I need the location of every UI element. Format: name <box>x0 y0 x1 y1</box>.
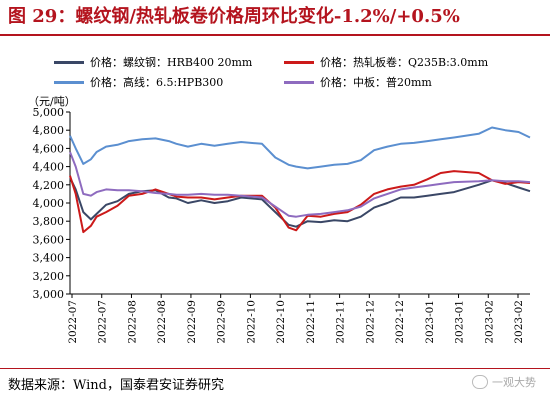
legend-item-wire: 价格：高线：6.5:HPB300 <box>54 74 223 90</box>
x-tick-label: 2023-02 <box>513 300 525 344</box>
x-tick-label: 2022-09 <box>186 300 198 344</box>
axes: 3,000 3,200 3,400 3,600 3,800 4,000 4,200 4,400… <box>33 106 530 344</box>
x-tick-label: 2022-10 <box>245 300 257 344</box>
legend-swatch-plate <box>284 80 314 84</box>
x-tick-label: 2022-11 <box>335 300 347 344</box>
x-tick-label: 2023-02 <box>483 300 495 344</box>
legend-label-hrc: 价格：热轧板卷：Q235B:3.0mm <box>320 56 489 69</box>
x-tick-label: 2022-10 <box>275 300 287 344</box>
legend-swatch-wire <box>54 80 84 84</box>
series-group <box>69 126 531 234</box>
title-rule <box>0 34 550 36</box>
wechat-icon <box>472 375 488 389</box>
chart-title: 图 29：螺纹钢/热轧板卷价格周环比变化-1.2%/+0.5% <box>0 0 550 34</box>
source-rule <box>0 368 550 369</box>
x-tick-label: 2022-12 <box>364 300 376 344</box>
x-tick-label: 2022-09 <box>216 300 228 344</box>
x-tick-label: 2022-08 <box>156 300 168 344</box>
legend-item-hrc: 价格：热轧板卷：Q235B:3.0mm <box>284 54 488 70</box>
y-tick-label: 4,200 <box>33 179 65 192</box>
legend-swatch-hrc <box>284 60 314 64</box>
legend-label-rebar: 价格：螺纹钢：HRB400 20mm <box>90 56 253 69</box>
x-tick-label: 2023-01 <box>454 300 466 344</box>
series-line-1 <box>69 170 531 234</box>
watermark-text: 一观大势 <box>492 376 536 389</box>
y-tick-label: 3,000 <box>33 288 65 301</box>
x-tick-label: 2022-12 <box>394 300 406 344</box>
source-note: 数据来源：Wind，国泰君安证券研究 <box>8 378 224 393</box>
x-tick-label: 2022-07 <box>67 300 79 344</box>
y-tick-label: 3,800 <box>33 215 65 228</box>
series-line-3 <box>69 151 531 218</box>
y-tick-label: 3,400 <box>33 252 65 265</box>
y-tick-label: 3,200 <box>33 270 65 283</box>
x-tick-label: 2023-01 <box>424 300 436 344</box>
x-tick-label: 2022-08 <box>126 300 138 344</box>
x-tick-label: 2022-11 <box>305 300 317 344</box>
legend-item-plate: 价格：中板：普20mm <box>284 74 432 90</box>
legend-label-wire: 价格：高线：6.5:HPB300 <box>90 76 224 89</box>
watermark: 一观大势 <box>472 374 536 390</box>
legend-item-rebar: 价格：螺纹钢：HRB400 20mm <box>54 54 252 70</box>
y-tick-label: 4,800 <box>33 124 65 137</box>
x-tick-label: 2022-07 <box>97 300 109 344</box>
y-tick-label: 4,400 <box>33 161 65 174</box>
y-tick-label: 4,600 <box>33 142 65 155</box>
y-tick-label: 5,000 <box>33 106 65 119</box>
series-line-0 <box>69 177 531 228</box>
y-tick-label: 4,000 <box>33 197 65 210</box>
legend-swatch-rebar <box>54 60 84 64</box>
y-tick-label: 3,600 <box>33 233 65 246</box>
legend-label-plate: 价格：中板：普20mm <box>320 76 432 89</box>
series-line-2 <box>69 126 531 170</box>
y-unit-label: （元/吨） <box>28 95 76 108</box>
